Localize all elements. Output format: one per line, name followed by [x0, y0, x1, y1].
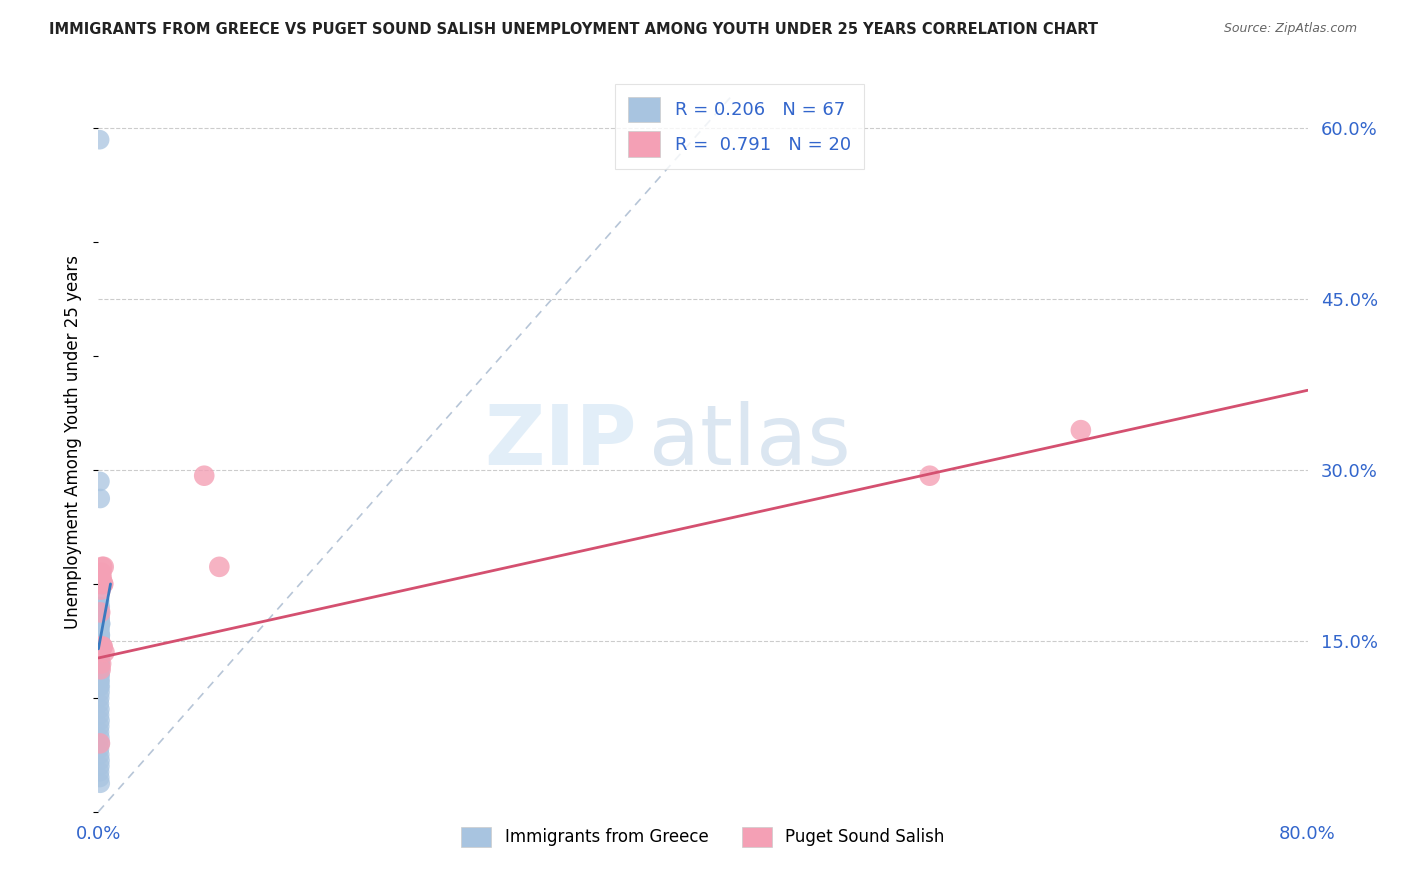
Point	[89, 707, 111, 722]
Point	[89, 645, 111, 659]
Point	[1070, 423, 1092, 437]
Point	[89, 133, 111, 147]
Legend: Immigrants from Greece, Puget Sound Salish: Immigrants from Greece, Puget Sound Sali…	[453, 818, 953, 855]
Point	[89, 616, 111, 631]
Point	[89, 599, 111, 614]
Point	[89, 725, 111, 739]
Point	[89, 611, 111, 625]
Point	[89, 668, 111, 682]
Point	[89, 628, 111, 642]
Point	[89, 611, 111, 625]
Point	[89, 640, 111, 654]
Point	[89, 606, 111, 620]
Point	[89, 690, 111, 705]
Point	[89, 754, 111, 768]
Point	[91, 577, 114, 591]
Point	[89, 719, 111, 733]
Point	[89, 702, 111, 716]
Point	[89, 633, 111, 648]
Point	[89, 764, 111, 779]
Point	[90, 566, 112, 580]
Point	[89, 731, 111, 745]
Point	[89, 628, 111, 642]
Text: IMMIGRANTS FROM GREECE VS PUGET SOUND SALISH UNEMPLOYMENT AMONG YOUTH UNDER 25 Y: IMMIGRANTS FROM GREECE VS PUGET SOUND SA…	[49, 22, 1098, 37]
Point	[89, 640, 111, 654]
Point	[89, 475, 111, 489]
Point	[89, 628, 111, 642]
Point	[89, 599, 111, 614]
Point	[89, 628, 111, 642]
Point	[89, 680, 111, 694]
Point	[91, 640, 114, 654]
Point	[89, 628, 111, 642]
Point	[89, 657, 111, 671]
Point	[89, 616, 111, 631]
Y-axis label: Unemployment Among Youth under 25 years: Unemployment Among Youth under 25 years	[65, 254, 83, 629]
Point	[89, 623, 111, 637]
Point	[89, 771, 111, 785]
Point	[89, 685, 111, 699]
Point	[89, 633, 111, 648]
Point	[89, 736, 111, 750]
Point	[918, 468, 941, 483]
Point	[89, 606, 111, 620]
Point	[89, 640, 111, 654]
Point	[89, 616, 111, 631]
Point	[89, 668, 111, 682]
Point	[91, 577, 114, 591]
Point	[193, 468, 215, 483]
Point	[89, 697, 111, 711]
Point	[89, 606, 111, 620]
Text: atlas: atlas	[648, 401, 851, 482]
Point	[89, 640, 111, 654]
Point	[89, 776, 111, 790]
Point	[90, 582, 112, 597]
Point	[89, 673, 111, 688]
Point	[89, 742, 111, 756]
Text: ZIP: ZIP	[484, 401, 637, 482]
Point	[89, 714, 111, 728]
Point	[89, 611, 111, 625]
Point	[89, 668, 111, 682]
Point	[89, 594, 111, 608]
Point	[90, 616, 112, 631]
Point	[93, 645, 115, 659]
Point	[89, 645, 111, 659]
Point	[208, 559, 231, 574]
Point	[89, 657, 111, 671]
Point	[89, 662, 111, 676]
Point	[89, 651, 111, 665]
Point	[90, 571, 112, 585]
Point	[91, 640, 114, 654]
Point	[89, 577, 111, 591]
Point	[89, 662, 111, 676]
Point	[89, 759, 111, 773]
Point	[90, 657, 112, 671]
Point	[89, 640, 111, 654]
Point	[89, 623, 111, 637]
Point	[89, 673, 111, 688]
Point	[89, 633, 111, 648]
Point	[89, 606, 111, 620]
Point	[89, 491, 111, 506]
Point	[90, 662, 112, 676]
Point	[89, 736, 111, 750]
Point	[93, 559, 115, 574]
Point	[89, 633, 111, 648]
Point	[89, 645, 111, 659]
Point	[89, 651, 111, 665]
Point	[89, 747, 111, 762]
Point	[89, 662, 111, 676]
Point	[91, 559, 114, 574]
Point	[89, 657, 111, 671]
Point	[89, 623, 111, 637]
Text: Source: ZipAtlas.com: Source: ZipAtlas.com	[1223, 22, 1357, 36]
Point	[89, 680, 111, 694]
